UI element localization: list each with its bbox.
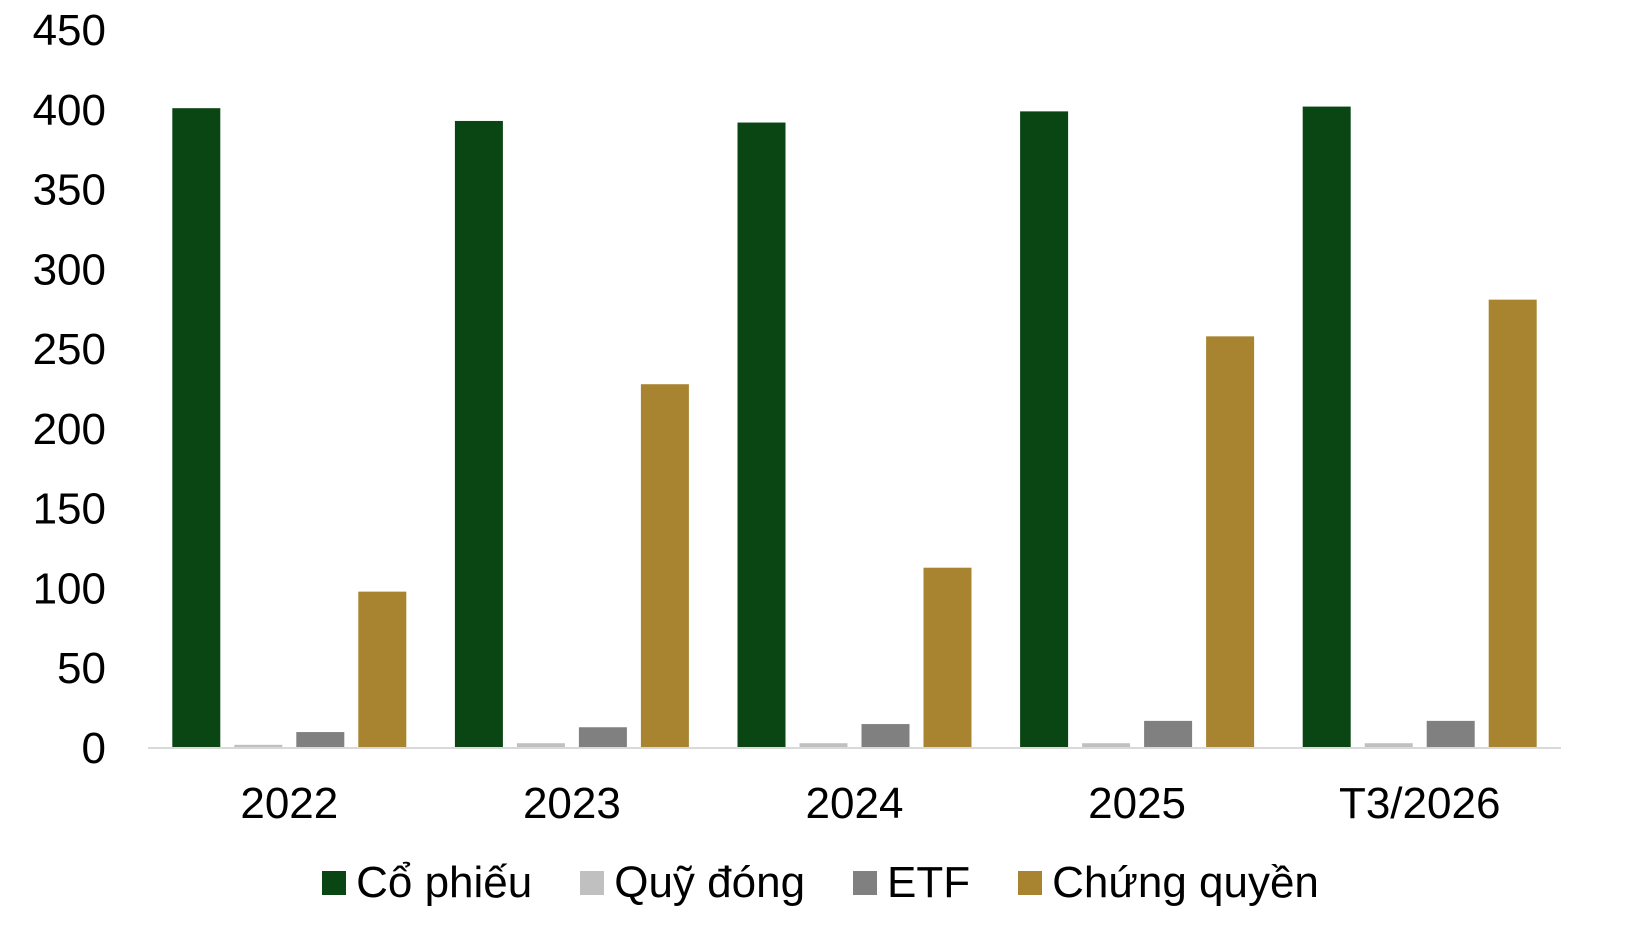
bar-3-5	[1426, 720, 1475, 748]
bar-1-2	[454, 120, 503, 749]
bar-3-3	[861, 724, 910, 748]
bar-4-1	[358, 591, 407, 748]
legend-swatch	[1018, 871, 1043, 895]
legend-label: Quỹ đóng	[614, 858, 806, 907]
bar-2-1	[234, 744, 283, 748]
bar-4-2	[640, 384, 689, 748]
y-tick-label: 200	[33, 405, 106, 454]
bar-3-1	[296, 732, 345, 748]
bars	[172, 106, 1537, 749]
legend-item: Quỹ đóng	[580, 858, 805, 908]
y-axis: 0 50 100 150 200 250 300 350 400 450	[33, 6, 106, 773]
bar-1-1	[172, 108, 221, 748]
y-tick-label: 450	[33, 6, 106, 55]
legend-item: Cổ phiếu	[322, 858, 532, 908]
legend-swatch	[580, 871, 605, 895]
y-tick-label: 400	[33, 86, 106, 135]
x-tick-label: 2024	[806, 779, 904, 828]
legend-item: Chứng quyền	[1018, 858, 1319, 908]
legend-label: Cổ phiếu	[356, 858, 533, 907]
bar-4-5	[1488, 299, 1537, 748]
legend-label: ETF	[887, 858, 971, 907]
bar-3-2	[578, 727, 627, 748]
bar-1-3	[737, 122, 786, 748]
y-tick-label: 250	[33, 325, 106, 374]
bar-2-5	[1364, 743, 1413, 748]
legend-item: ETF	[853, 858, 970, 908]
x-tick-label: 2023	[523, 779, 621, 828]
y-tick-label: 0	[82, 724, 106, 773]
bar-4-3	[923, 567, 972, 748]
bar-1-4	[1020, 111, 1069, 748]
legend: Cổ phiếu Quỹ đóng ETF Chứng quyền	[0, 858, 1641, 908]
x-tick-label: 2025	[1088, 779, 1186, 828]
legend-swatch	[322, 871, 347, 895]
bar-2-3	[799, 743, 848, 748]
y-tick-label: 100	[33, 564, 106, 613]
x-tick-label: T3/2026	[1339, 779, 1500, 828]
x-tick-label: 2022	[240, 779, 338, 828]
bar-2-2	[516, 743, 565, 748]
bar-3-4	[1144, 720, 1193, 748]
bar-2-4	[1082, 743, 1131, 748]
legend-swatch	[853, 871, 878, 895]
legend-label: Chứng quyền	[1052, 858, 1319, 907]
y-tick-label: 150	[33, 485, 106, 534]
y-tick-label: 300	[33, 245, 106, 294]
y-tick-label: 50	[57, 644, 106, 693]
y-tick-label: 350	[33, 166, 106, 215]
bar-4-4	[1206, 336, 1255, 748]
bar-1-5	[1302, 106, 1351, 748]
bar-chart: 0 50 100 150 200 250 300 350 400 450 2022 2023 2024…	[33, 6, 1561, 828]
x-axis: 2022 2023 2024 2025 T3/2026	[240, 779, 1500, 828]
